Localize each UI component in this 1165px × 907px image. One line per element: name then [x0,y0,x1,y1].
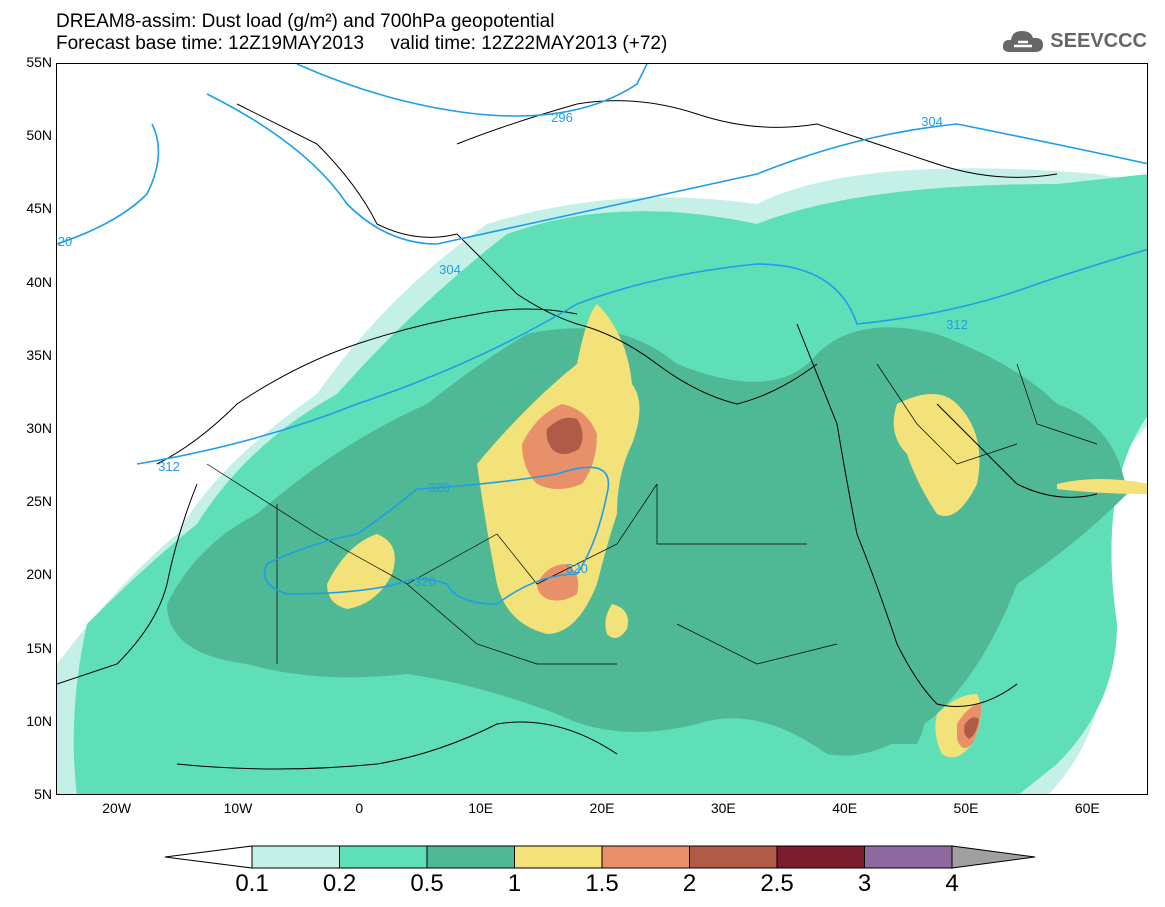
colorbar-level-label: 3 [857,870,872,897]
dust-level-0.5 [167,327,1127,756]
contour-label-20: 20 [58,234,72,249]
colorbar-level-label: 1.5 [585,870,619,897]
map-borders [206,363,1098,665]
lon-tick-label: 20E [589,800,615,816]
contour-20 [57,123,160,245]
lon-tick-label: 50E [953,800,979,816]
lat-tick-label: 55N [26,54,52,70]
lat-tick-label: 5N [34,786,52,802]
colorbar-segment [864,845,953,869]
map-coastlines [57,100,1098,770]
contour-labels: 296 304 304 312 312 320 320 320 20 [58,110,968,589]
contour-label-320-c: 320 [414,574,436,589]
contour-312 [136,248,1147,465]
contour-label-320-a: 320 [428,480,450,495]
colorbar-segment [601,845,690,869]
colorbar-segment [339,845,428,869]
colorbar-level-label: 1 [507,870,522,897]
seevccc-logo: SEEVCCC [1000,26,1147,56]
colorbar-segment [689,845,778,869]
colorbar-segment [251,845,340,869]
contour-label-320-b: 320 [566,561,588,576]
colorbar-segment [776,845,865,869]
lon-tick-label: 60E [1074,800,1100,816]
contour-label-304-a: 304 [921,114,943,129]
colorbar-segment [514,845,603,869]
lon-tick-label: 10E [468,800,494,816]
lat-tick-label: 20N [26,566,52,583]
colorbar-level-label: 0.1 [235,870,269,897]
contour-304 [206,93,1147,245]
lat-tick-label: 45N [26,200,52,217]
dust-map: 296 304 304 312 312 320 320 320 20 [56,63,1148,795]
colorbar-over-arrow [951,845,1036,869]
contour-320 [263,466,610,605]
lat-tick-label: 10N [26,712,52,729]
contour-label-296: 296 [551,110,573,125]
contour-label-304-b: 304 [439,262,461,277]
colorbar-level-label: 2 [682,870,697,897]
colorbar [164,845,1036,869]
map-title: DREAM8-assim: Dust load (g/m²) and 700hP… [56,11,555,32]
geopotential-contours [57,64,1147,605]
colorbar-level-label: 0.5 [410,870,444,897]
contour-label-312-a: 312 [946,317,968,332]
logo-text: SEEVCCC [1050,29,1147,52]
lat-tick-label: 30N [26,420,52,436]
contour-label-312-b: 312 [158,459,180,474]
lat-tick-label: 40N [26,273,52,290]
lat-tick-label: 35N [26,346,52,363]
lat-tick-label: 15N [26,639,52,656]
map-canvas: 296 304 304 312 312 320 320 320 20 [57,64,1147,794]
lon-tick-label: 40E [832,800,858,816]
map-subtitle: Forecast base time: 12Z19MAY2013 valid t… [56,33,668,54]
colorbar-level-label: 0.2 [322,870,357,897]
dust-level-2 [546,417,979,739]
lon-tick-label: 20W [102,800,132,816]
lat-tick-label: 25N [26,493,52,510]
colorbar-level-label: 2.5 [760,870,794,897]
colorbar-under-arrow [164,845,253,869]
colorbar-segment [426,845,515,869]
contour-296 [296,64,648,117]
lon-tick-label: 30E [710,800,736,816]
colorbar-level-label: 4 [945,870,959,897]
cloud-logo-icon [1003,31,1044,52]
lon-tick-label: 0 [355,800,364,816]
lat-tick-label: 50N [26,127,52,144]
lon-tick-label: 10W [223,800,253,816]
